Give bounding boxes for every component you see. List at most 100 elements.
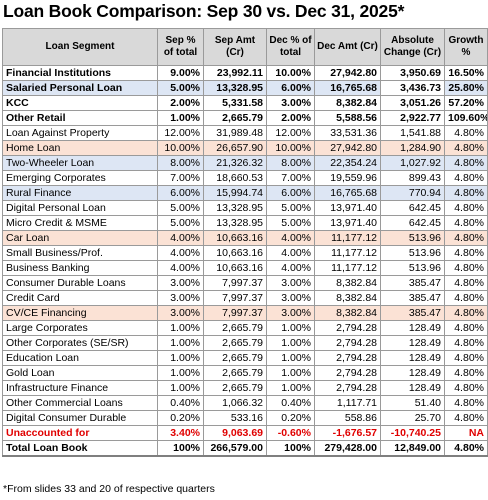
cell-sep-amt: 10,663.16 [203,230,267,246]
table-header-row: Loan Segment Sep % of total Sep Amt (Cr)… [2,28,488,66]
cell-segment: Rural Finance [2,185,158,201]
cell-sep-pct: 3.00% [157,305,204,321]
cell-sep-amt: 2,665.79 [203,350,267,366]
cell-growth: 4.80% [444,230,488,246]
cell-dec-pct: 1.00% [266,350,315,366]
cell-growth: 4.80% [444,440,488,457]
cell-sep-amt: 13,328.95 [203,215,267,231]
table-row: Unaccounted for 3.40% 9,063.69 -0.60% -1,676… [2,425,488,441]
cell-dec-amt: 2,794.28 [314,350,381,366]
cell-sep-pct: 1.00% [157,335,204,351]
cell-sep-amt: 26,657.90 [203,140,267,156]
cell-abs-change: 513.96 [380,260,445,276]
cell-growth: 4.80% [444,245,488,261]
cell-dec-pct: 0.40% [266,395,315,411]
cell-abs-change: 128.49 [380,350,445,366]
cell-segment: Infrastructure Finance [2,380,158,396]
cell-segment: Other Retail [2,110,158,126]
cell-sep-pct: 0.20% [157,410,204,426]
cell-segment: Car Loan [2,230,158,246]
cell-dec-amt: 33,531.36 [314,125,381,141]
cell-dec-amt: 8,382.84 [314,275,381,291]
cell-dec-amt: 558.86 [314,410,381,426]
cell-growth: 4.80% [444,260,488,276]
cell-growth: NA [444,425,488,441]
cell-sep-amt: 13,328.95 [203,200,267,216]
cell-abs-change: 642.45 [380,200,445,216]
cell-growth: 4.80% [444,290,488,306]
cell-growth: 109.60% [444,110,488,126]
table-row: Other Commercial Loans 0.40% 1,066.32 0.40%… [2,395,488,411]
cell-sep-pct: 10.00% [157,140,204,156]
cell-dec-pct: 2.00% [266,110,315,126]
cell-sep-amt: 18,660.53 [203,170,267,186]
cell-abs-change: 2,922.77 [380,110,445,126]
cell-abs-change: 1,284.90 [380,140,445,156]
cell-dec-amt: 8,382.84 [314,95,381,111]
cell-segment: CV/CE Financing [2,305,158,321]
table-row: Small Business/Prof. 4.00% 10,663.16 4.00% 1… [2,245,488,261]
cell-dec-amt: 16,765.68 [314,80,381,96]
cell-segment: Unaccounted for [2,425,158,441]
cell-sep-pct: 8.00% [157,155,204,171]
cell-sep-amt: 2,665.79 [203,365,267,381]
cell-sep-pct: 100% [157,440,204,457]
cell-dec-amt: 2,794.28 [314,320,381,336]
table-row: Salaried Personal Loan 5.00% 13,328.95 6.00… [2,80,488,96]
cell-dec-pct: 6.00% [266,80,315,96]
header-sep-pct: Sep % of total [157,28,204,66]
cell-sep-amt: 266,579.00 [203,440,267,457]
cell-growth: 4.80% [444,395,488,411]
cell-abs-change: 25.70 [380,410,445,426]
cell-growth: 16.50% [444,65,488,81]
table-row: Other Corporates (SE/SR) 1.00% 2,665.79 1.0… [2,335,488,351]
table-row: Car Loan 4.00% 10,663.16 4.00% 11,177.12 513.… [2,230,488,246]
cell-growth: 4.80% [444,155,488,171]
table-row: Business Banking 4.00% 10,663.16 4.00% 11,17… [2,260,488,276]
table-row: Two-Wheeler Loan 8.00% 21,326.32 8.00% 22,35… [2,155,488,171]
cell-dec-pct: 1.00% [266,365,315,381]
cell-abs-change: 642.45 [380,215,445,231]
table-row: Large Corporates 1.00% 2,665.79 1.00% 2,794.… [2,320,488,336]
cell-growth: 4.80% [444,140,488,156]
cell-growth: 4.80% [444,350,488,366]
cell-sep-amt: 31,989.48 [203,125,267,141]
cell-sep-amt: 9,063.69 [203,425,267,441]
table-row: Gold Loan 1.00% 2,665.79 1.00% 2,794.28 128.4… [2,365,488,381]
cell-growth: 4.80% [444,275,488,291]
cell-abs-change: 513.96 [380,230,445,246]
cell-abs-change: 51.40 [380,395,445,411]
cell-sep-amt: 23,992.11 [203,65,267,81]
header-loan-segment: Loan Segment [2,28,158,66]
cell-sep-pct: 12.00% [157,125,204,141]
cell-segment: KCC [2,95,158,111]
cell-growth: 25.80% [444,80,488,96]
cell-segment: Home Loan [2,140,158,156]
cell-abs-change: 128.49 [380,320,445,336]
cell-sep-pct: 0.40% [157,395,204,411]
cell-sep-pct: 5.00% [157,200,204,216]
table-row: Emerging Corporates 7.00% 18,660.53 7.00% 19… [2,170,488,186]
cell-abs-change: 899.43 [380,170,445,186]
header-growth: Growth % [444,28,488,66]
cell-abs-change: 1,027.92 [380,155,445,171]
cell-growth: 4.80% [444,320,488,336]
cell-abs-change: 12,849.00 [380,440,445,457]
table-row: Digital Consumer Durable 0.20% 533.16 0.20%… [2,410,488,426]
cell-abs-change: 513.96 [380,245,445,261]
cell-abs-change: 128.49 [380,380,445,396]
cell-abs-change: 1,541.88 [380,125,445,141]
cell-sep-pct: 1.00% [157,320,204,336]
header-dec-pct: Dec % of total [266,28,315,66]
cell-growth: 4.80% [444,170,488,186]
cell-dec-amt: 13,971.40 [314,200,381,216]
cell-segment: Digital Personal Loan [2,200,158,216]
header-abs-change: Absolute Change (Cr) [380,28,445,66]
cell-growth: 4.80% [444,200,488,216]
cell-segment: Other Corporates (SE/SR) [2,335,158,351]
cell-segment: Loan Against Property [2,125,158,141]
cell-dec-amt: 2,794.28 [314,380,381,396]
cell-sep-amt: 10,663.16 [203,260,267,276]
cell-growth: 4.80% [444,305,488,321]
cell-sep-amt: 2,665.79 [203,110,267,126]
